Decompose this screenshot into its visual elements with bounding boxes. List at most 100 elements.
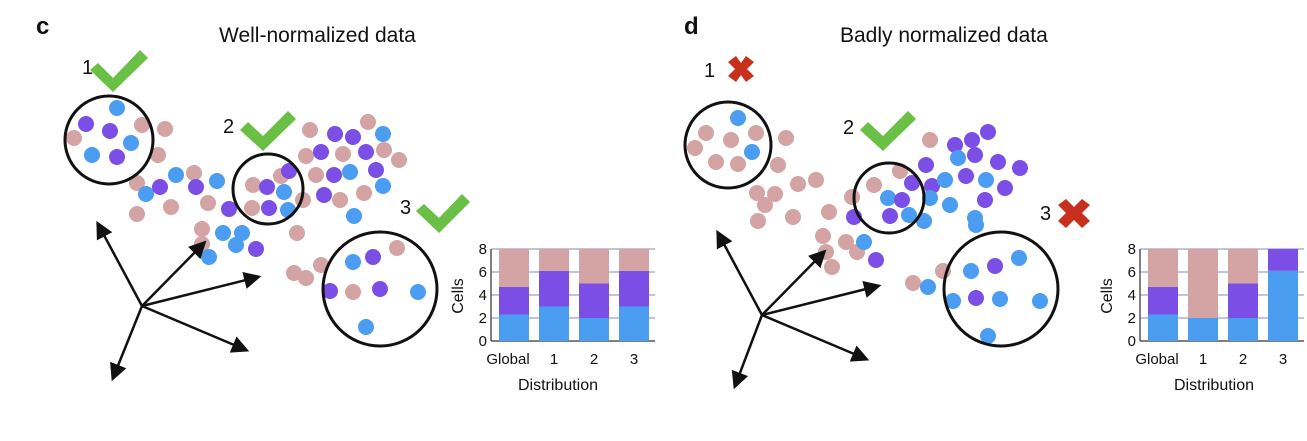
cell-point: [757, 197, 773, 213]
cell-point: [391, 152, 407, 168]
cell-point: [924, 178, 940, 194]
cell-point: [818, 244, 834, 260]
cluster-1-circle: [683, 100, 773, 190]
cluster-1-circle: [63, 94, 155, 186]
cell-point: [358, 144, 374, 160]
bars: [499, 249, 649, 341]
cell-point: [978, 172, 994, 188]
cluster-number: 2: [843, 117, 854, 139]
panel-title: Badly normalized data: [840, 24, 1048, 47]
cluster-3-circle: [942, 230, 1060, 348]
cell-point: [958, 168, 974, 184]
y-tick-label: 2: [1128, 310, 1136, 327]
cell-point: [289, 225, 305, 241]
cell-point: [922, 132, 938, 148]
bar-segment: [619, 306, 649, 341]
bar-segment: [579, 318, 609, 341]
cell-point: [152, 179, 168, 195]
cell-point: [276, 184, 292, 200]
cell-point: [838, 234, 854, 250]
bar-segment: [539, 249, 569, 271]
y-tick-label: 2: [479, 310, 487, 327]
cell-point: [708, 154, 724, 170]
cell-point: [345, 129, 361, 145]
cell-point: [280, 202, 296, 218]
cell-point: [844, 189, 860, 205]
cell-point: [723, 132, 739, 148]
y-tick-label: 0: [479, 333, 487, 350]
cell-point: [335, 146, 351, 162]
cell-point: [356, 185, 372, 201]
panel-c: c Well-normalized data 1 2 3: [36, 13, 655, 394]
cluster-2-circle: [852, 161, 926, 235]
cell-point: [201, 249, 217, 265]
bar-segment: [1148, 314, 1178, 341]
cell-point: [410, 284, 426, 300]
cluster-3-circle: [321, 230, 439, 348]
cell-point: [375, 178, 391, 194]
cross-icon: [728, 56, 754, 82]
cell-point: [1011, 250, 1027, 266]
cell-point: [749, 185, 765, 201]
cell-point: [770, 157, 786, 173]
cell-point: [868, 252, 884, 268]
x-ticks: Global 1 2 3: [486, 351, 638, 368]
cell-point: [1012, 160, 1028, 176]
cell-point: [84, 147, 100, 163]
bar-segment: [1268, 270, 1298, 341]
cell-point: [744, 144, 760, 160]
cluster-number: 3: [1040, 203, 1051, 225]
cluster-1-label: 1: [704, 56, 754, 82]
cell-scatter: [66, 100, 426, 335]
x-tick-label: 3: [630, 351, 638, 368]
cell-point: [748, 125, 764, 141]
y-tick-label: 8: [479, 241, 487, 258]
y-tick-label: 4: [479, 287, 487, 304]
cluster-number: 1: [82, 57, 93, 79]
cell-point: [342, 164, 358, 180]
y-tick-label: 6: [479, 264, 487, 281]
cell-point: [308, 167, 324, 183]
cell-point: [687, 140, 703, 156]
cell-point: [922, 190, 938, 206]
cell-point: [365, 249, 381, 265]
cluster-1-label: 1: [82, 50, 148, 92]
cell-point: [964, 132, 980, 148]
panel-title: Well-normalized data: [219, 24, 416, 47]
cell-point: [968, 217, 984, 233]
cell-point: [918, 157, 934, 173]
cell-point: [376, 142, 392, 158]
cell-point: [327, 126, 343, 142]
x-tick-label: 2: [1239, 351, 1247, 368]
x-tick-label: 3: [1279, 351, 1287, 368]
x-tick-label: 2: [590, 351, 598, 368]
x-axis-label: Distribution: [1174, 377, 1254, 394]
cell-point: [322, 283, 338, 299]
cell-point: [228, 237, 244, 253]
cell-point: [942, 197, 958, 213]
bars: [1148, 249, 1298, 341]
panel-letter: c: [36, 13, 49, 40]
cell-point: [259, 179, 275, 195]
cell-point: [778, 130, 794, 146]
cell-point: [209, 173, 225, 189]
cluster-number: 1: [704, 60, 715, 82]
cluster-number: 2: [223, 116, 234, 138]
cell-point: [150, 147, 166, 163]
cell-point: [815, 228, 831, 244]
cell-point: [286, 265, 302, 281]
cell-point: [358, 319, 374, 335]
bar-segment: [499, 249, 529, 287]
cell-point: [326, 167, 342, 183]
axes-arrows: [96, 220, 262, 382]
bar-segment: [1228, 318, 1258, 341]
cell-point: [1032, 293, 1048, 309]
cell-point: [997, 180, 1013, 196]
cell-point: [313, 257, 329, 273]
check-icon: [860, 111, 916, 151]
bar-segment: [1148, 249, 1178, 287]
y-axis-label: Cells: [450, 278, 467, 314]
cell-point: [950, 150, 966, 166]
bar-segment: [499, 286, 529, 315]
cell-point: [767, 186, 783, 202]
